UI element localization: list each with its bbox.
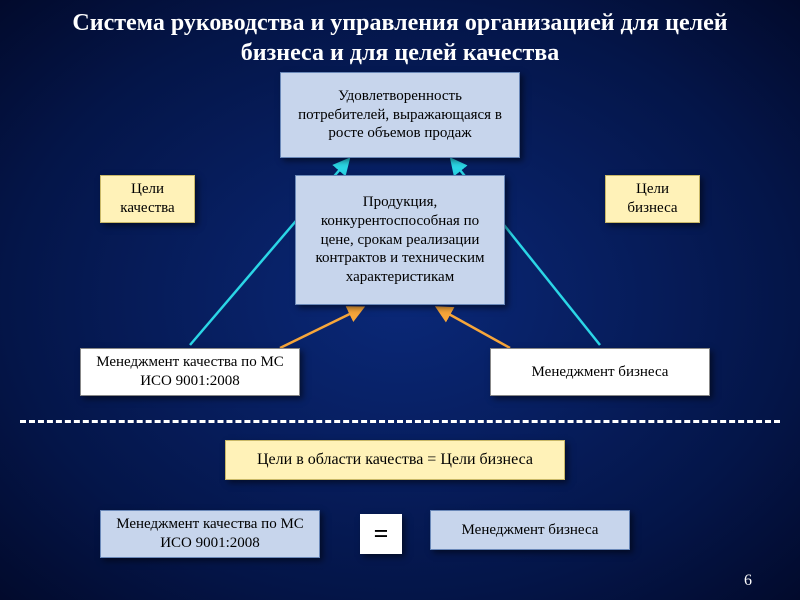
arrow (280, 308, 362, 348)
equals-sign: = (360, 514, 402, 554)
box-competitive-product: Продукция, конкурентоспособная по цене, … (295, 175, 505, 305)
box-customer-satisfaction: Удовлетворенность потребителей, выражающ… (280, 72, 520, 158)
box-quality-mgmt-iso: Менеджмент качества по МС ИСО 9001:2008 (80, 348, 300, 396)
box-business-goals: Цели бизнеса (605, 175, 700, 223)
divider-dashed (20, 420, 780, 423)
box-business-mgmt-btm: Менеджмент бизнеса (430, 510, 630, 550)
slide-number: 6 (744, 572, 752, 590)
box-quality-mgmt-iso-btm: Менеджмент качества по МС ИСО 9001:2008 (100, 510, 320, 558)
slide-title: Система руководства и управления организ… (30, 8, 770, 68)
arrow (438, 308, 510, 348)
box-goals-equation: Цели в области качества = Цели бизнеса (225, 440, 565, 480)
box-business-mgmt: Менеджмент бизнеса (490, 348, 710, 396)
box-quality-goals: Цели качества (100, 175, 195, 223)
